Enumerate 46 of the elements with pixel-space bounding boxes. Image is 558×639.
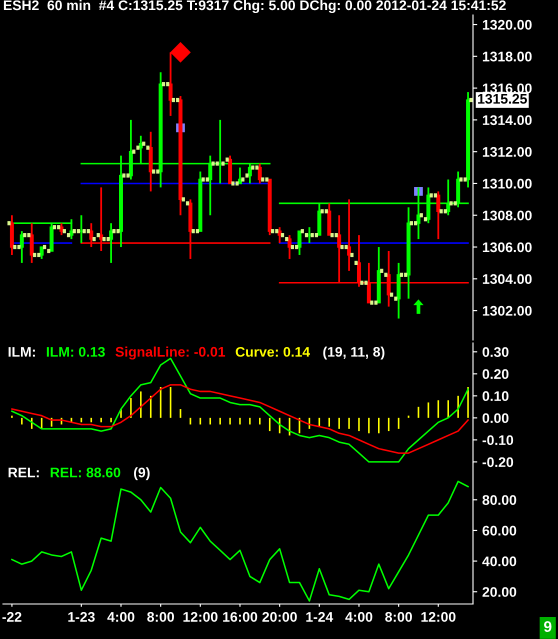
x-tick-label: 4:00 <box>107 612 134 622</box>
line-series <box>11 358 469 463</box>
y-tick-label: 0.20 <box>482 369 508 379</box>
y-tick-label: 20.00 <box>482 587 516 597</box>
text: SignalLine: -0.01 <box>116 346 226 360</box>
series-label: REL: 88.60 <box>50 468 120 478</box>
y-tick-label: -0.20 <box>482 457 514 468</box>
x-tick-label: 8:00 <box>147 612 174 622</box>
x-tick-label: 1-24 <box>306 612 334 622</box>
x-tick-label: 20:00 <box>262 612 297 622</box>
x-tick-label: 12:00 <box>421 612 456 622</box>
y-tick-label: 1306.00 <box>482 242 532 252</box>
text: 9 <box>544 621 552 632</box>
y-tick-label: -0.10 <box>482 435 514 446</box>
y-tick-label: 80.00 <box>482 495 516 505</box>
y-tick-label: 1314.00 <box>482 115 532 126</box>
chart-title: ESH2 60 min #4 C:1315.25 T:9317 Chg: 5.00 DChg: 0.00 2012-01-24 15:41:52 <box>4 0 506 13</box>
chart-title: REL: <box>8 468 39 478</box>
y-tick-label: 1310.00 <box>482 178 532 189</box>
x-tick-label: -22 <box>2 612 22 622</box>
x-tick-label: 1-23 <box>68 612 95 622</box>
y-tick-label: 1320.00 <box>482 20 532 30</box>
point <box>413 299 424 314</box>
x-tick-label: 12:00 <box>183 612 218 622</box>
x-tick-label: 16:00 <box>223 612 258 622</box>
text: ILM: 0.13 <box>46 346 105 357</box>
y-tick-label: 1302.00 <box>482 306 532 316</box>
y-tick-label: 1312.00 <box>482 147 532 157</box>
x-tick-label: 8:00 <box>385 612 412 622</box>
chart-subtitle: (9) <box>134 467 150 480</box>
chart-title: ILM: <box>8 347 35 357</box>
y-tick-label: 1308.00 <box>482 210 532 220</box>
y-tick-label: 40.00 <box>482 556 516 566</box>
y-tick-label: 1318.00 <box>482 52 532 62</box>
y-tick-label: 0.30 <box>482 347 508 357</box>
y-tick-label: 0.10 <box>482 391 508 402</box>
y-tick-label: 60.00 <box>482 526 516 536</box>
line-series <box>11 384 469 454</box>
y-tick-label: 1304.00 <box>482 274 532 284</box>
text: Curve: 0.14 <box>236 346 310 357</box>
line-series <box>11 480 469 602</box>
point <box>170 42 191 63</box>
y-tick-label: 0.00 <box>482 413 508 424</box>
text: 1315.25 <box>478 94 527 104</box>
x-tick-label: 4:00 <box>345 612 372 622</box>
chart-subtitle: (19, 11, 8) <box>323 346 384 360</box>
